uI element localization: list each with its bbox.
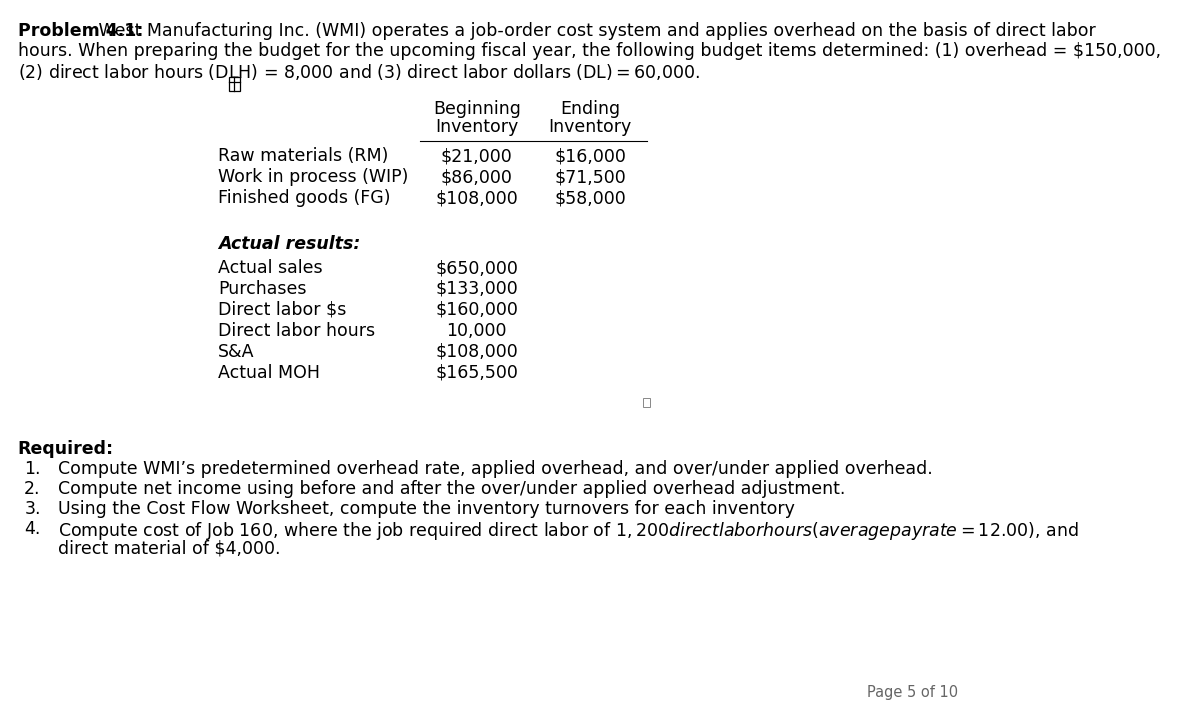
Text: West Manufacturing Inc. (WMI) operates a job-order cost system and applies overh: West Manufacturing Inc. (WMI) operates a…: [94, 22, 1096, 40]
Text: Using the Cost Flow Worksheet, compute the inventory turnovers for each inventor: Using the Cost Flow Worksheet, compute t…: [58, 500, 796, 518]
Text: 2.: 2.: [24, 480, 41, 498]
Text: Actual results:: Actual results:: [218, 235, 360, 253]
Text: Compute WMI’s predetermined overhead rate, applied overhead, and over/under appl: Compute WMI’s predetermined overhead rat…: [58, 460, 932, 478]
Text: 4.: 4.: [24, 520, 41, 538]
Text: $133,000: $133,000: [436, 280, 518, 298]
Text: $58,000: $58,000: [554, 189, 626, 207]
Text: 1.: 1.: [24, 460, 41, 478]
Text: Required:: Required:: [18, 440, 114, 458]
Text: $86,000: $86,000: [440, 168, 512, 187]
Text: Problem 4.1:: Problem 4.1:: [18, 22, 143, 40]
Text: Page 5 of 10: Page 5 of 10: [866, 686, 958, 700]
Text: $108,000: $108,000: [436, 189, 518, 207]
Text: Direct labor $s: Direct labor $s: [218, 301, 347, 319]
Text: $650,000: $650,000: [436, 259, 518, 277]
Text: 3.: 3.: [24, 500, 41, 518]
Text: Actual sales: Actual sales: [218, 259, 323, 277]
Text: S&A: S&A: [218, 343, 254, 360]
Text: $165,500: $165,500: [436, 363, 518, 382]
Text: Work in process (WIP): Work in process (WIP): [218, 168, 408, 187]
Text: hours. When preparing the budget for the upcoming fiscal year, the following bud: hours. When preparing the budget for the…: [18, 42, 1160, 60]
Text: Finished goods (FG): Finished goods (FG): [218, 189, 391, 207]
Text: $108,000: $108,000: [436, 343, 518, 360]
Text: (2) direct labor hours (DLH) = 8,000 and (3) direct labor dollars (DL$) = $60,00: (2) direct labor hours (DLH) = 8,000 and…: [18, 62, 700, 82]
Text: Inventory: Inventory: [548, 118, 631, 136]
Text: Raw materials (RM): Raw materials (RM): [218, 147, 389, 165]
Text: $160,000: $160,000: [436, 301, 518, 319]
Text: direct material of $4,000.: direct material of $4,000.: [58, 540, 281, 558]
Text: $21,000: $21,000: [440, 147, 512, 165]
Bar: [229, 77, 240, 91]
Bar: [642, 398, 649, 408]
Text: Beginning: Beginning: [433, 100, 521, 118]
Text: $16,000: $16,000: [554, 147, 626, 165]
Text: Compute net income using before and after the over/under applied overhead adjust: Compute net income using before and afte…: [58, 480, 846, 498]
Text: $71,500: $71,500: [554, 168, 626, 187]
Text: Direct labor hours: Direct labor hours: [218, 322, 376, 340]
Text: Ending: Ending: [560, 100, 620, 118]
Text: Inventory: Inventory: [436, 118, 518, 136]
Text: 10,000: 10,000: [446, 322, 508, 340]
Text: Purchases: Purchases: [218, 280, 307, 298]
Text: Actual MOH: Actual MOH: [218, 363, 320, 382]
Text: Compute cost of Job 160, where the job required direct labor of $1,200 direct la: Compute cost of Job 160, where the job r…: [58, 520, 1079, 542]
